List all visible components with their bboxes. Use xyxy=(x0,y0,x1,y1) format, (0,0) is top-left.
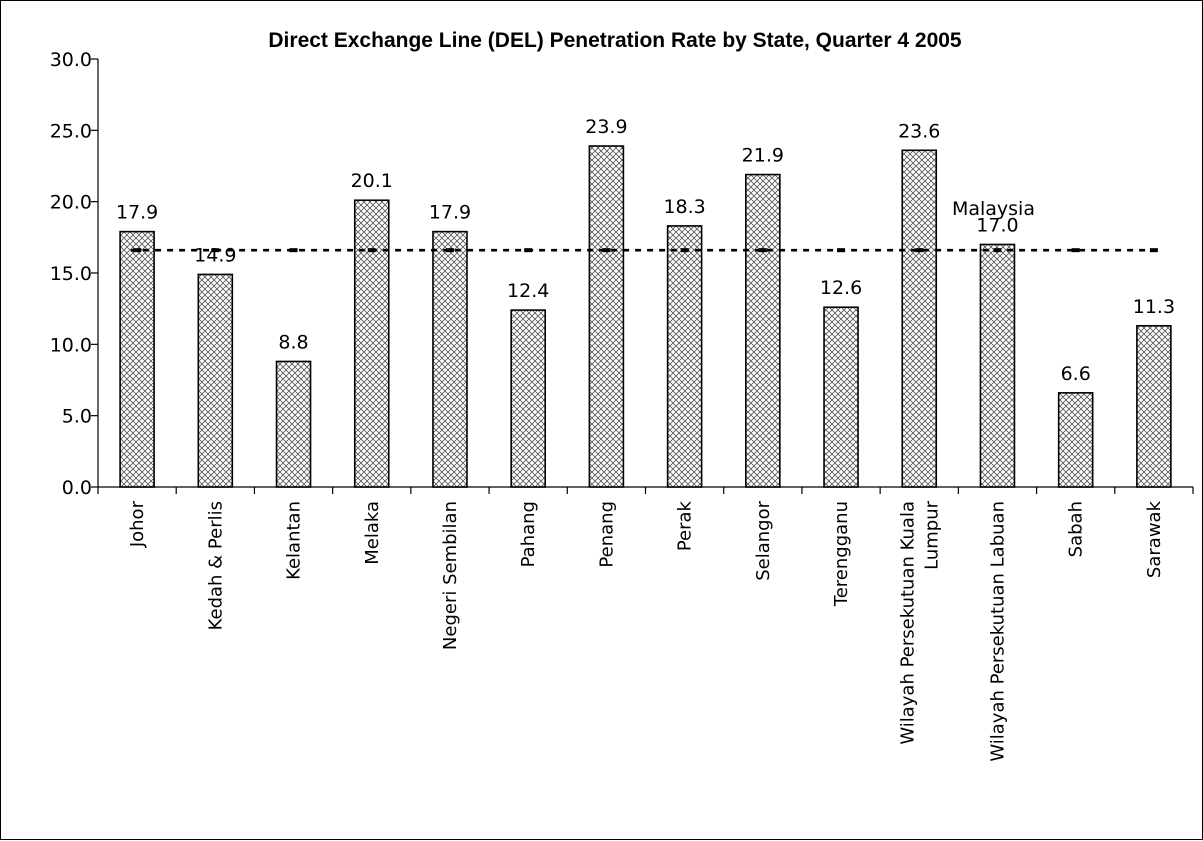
x-tick-label: Sabah xyxy=(1066,501,1087,557)
data-label: 17.9 xyxy=(429,202,471,224)
bar xyxy=(1136,324,1172,488)
y-tick-label: 25.0 xyxy=(50,120,92,142)
x-tick-label: Melaka xyxy=(362,501,383,565)
y-tick-label: 30.0 xyxy=(50,49,92,71)
y-tick-label: 15.0 xyxy=(50,263,92,285)
reference-marker xyxy=(367,248,376,253)
reference-marker xyxy=(211,248,220,253)
y-tick-label: 0.0 xyxy=(62,477,92,499)
reference-marker xyxy=(915,248,924,253)
x-tick-label: Negeri Sembilan xyxy=(440,501,461,650)
data-label: 8.8 xyxy=(278,331,308,353)
bar xyxy=(901,149,938,488)
x-tick-label: Penang xyxy=(596,501,617,568)
bar xyxy=(745,173,781,488)
data-label: 17.0 xyxy=(976,214,1018,236)
data-label: 20.1 xyxy=(351,170,393,192)
bar xyxy=(666,225,703,488)
x-tick-label: Wilayah Persekutuan Kuala xyxy=(897,501,918,745)
data-label: 17.9 xyxy=(116,202,158,224)
data-label: 12.4 xyxy=(507,280,549,302)
reference-marker xyxy=(445,248,454,253)
y-tick-label: 5.0 xyxy=(62,406,92,428)
x-tick-label: Kelantan xyxy=(284,501,305,580)
data-label: 14.9 xyxy=(194,244,236,266)
reference-marker xyxy=(1149,248,1158,253)
bar xyxy=(353,199,390,488)
x-tick-label: Sarawak xyxy=(1144,500,1165,578)
reference-marker xyxy=(758,248,767,253)
bar xyxy=(275,360,312,488)
x-tick-label: Terengganu xyxy=(831,501,852,607)
plot-area: 0.0 5.0 10.0 15.0 20.0 25.0 30.0 17.9 Johor 14.9 K… xyxy=(50,49,1194,762)
data-label: 23.6 xyxy=(898,120,940,142)
chart-title: Direct Exchange Line (DEL) Penetration R… xyxy=(268,29,962,52)
reference-marker xyxy=(680,248,689,253)
y-tick-label: 20.0 xyxy=(50,192,92,214)
bar xyxy=(119,230,155,488)
bar xyxy=(823,306,859,488)
data-label: 23.9 xyxy=(585,116,627,138)
reference-marker xyxy=(1071,248,1080,253)
data-label: 21.9 xyxy=(742,145,784,167)
x-tick-label: Pahang xyxy=(518,501,539,567)
x-tick-label: Wilayah Persekutuan Labuan xyxy=(987,501,1008,762)
y-tick-label: 10.0 xyxy=(50,334,92,356)
data-label: 18.3 xyxy=(663,196,705,218)
data-label: 11.3 xyxy=(1133,296,1175,318)
bar xyxy=(197,273,234,488)
reference-marker xyxy=(524,248,533,253)
reference-marker xyxy=(837,248,846,253)
x-tick-label: Johor xyxy=(127,500,148,548)
data-label: 6.6 xyxy=(1061,363,1091,385)
bar xyxy=(588,145,625,488)
x-tick-label: Perak xyxy=(675,500,696,551)
reference-line-label: Malaysia xyxy=(952,198,1035,220)
bar xyxy=(510,309,546,488)
bar xyxy=(1057,392,1094,488)
bar xyxy=(979,243,1016,488)
reference-marker xyxy=(133,248,142,253)
reference-marker xyxy=(993,248,1002,253)
x-tick-label: Lumpur xyxy=(921,500,942,569)
x-tick-label: Selangor xyxy=(753,500,774,580)
bar xyxy=(432,230,468,488)
reference-marker xyxy=(289,248,298,253)
x-tick-label: Kedah & Perlis xyxy=(205,501,226,630)
reference-marker xyxy=(602,248,611,253)
data-label: 12.6 xyxy=(820,277,862,299)
